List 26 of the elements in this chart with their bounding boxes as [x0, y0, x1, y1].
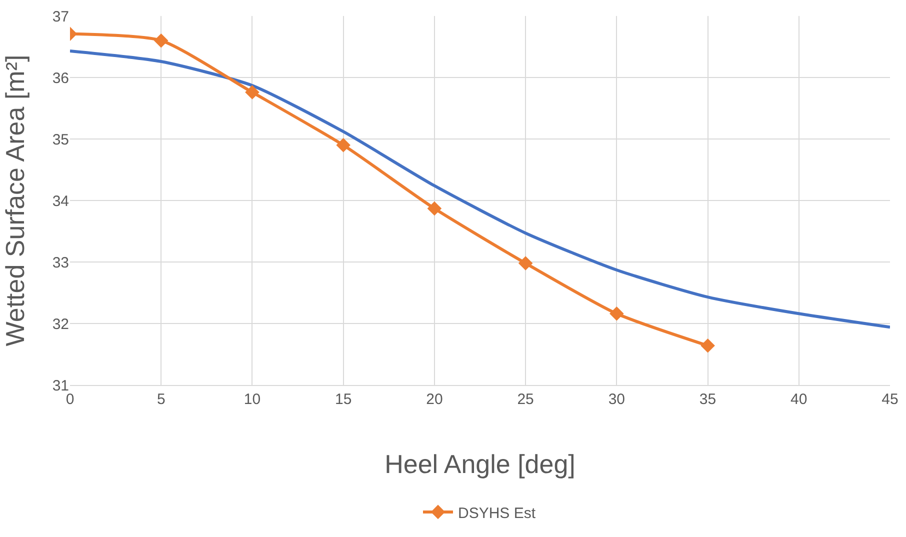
point	[610, 306, 624, 321]
x-tick-label: 15	[334, 391, 352, 408]
x-tick-label: 5	[156, 391, 166, 408]
x-tick-label: 30	[608, 391, 626, 408]
x-tick-label: 45	[882, 391, 898, 408]
point	[336, 138, 350, 152]
point	[518, 256, 533, 270]
y-tick-label: 33	[52, 254, 69, 272]
y-tick-label: 37	[52, 8, 69, 26]
legend-label: DSYHS Est	[458, 504, 536, 522]
y-axis-title: Wetted Surface Area [m²]	[0, 54, 30, 346]
x-tick-label: 10	[244, 391, 261, 408]
x-tick-label: 40	[790, 391, 808, 408]
x-axis-title: Heel Angle [deg]	[384, 449, 576, 479]
line-series	[70, 50, 890, 329]
point	[154, 33, 168, 48]
y-tick-label: 34	[52, 192, 69, 210]
point	[427, 201, 442, 216]
x-tick-label: 20	[426, 391, 443, 408]
x-tick-label: 35	[699, 391, 716, 408]
point	[245, 85, 260, 100]
x-tick-label: 25	[517, 391, 534, 408]
y-tick-label: 36	[52, 70, 69, 87]
y-tick-label: 32	[52, 316, 69, 333]
point	[700, 338, 715, 353]
y-tick-label: 35	[52, 131, 69, 148]
